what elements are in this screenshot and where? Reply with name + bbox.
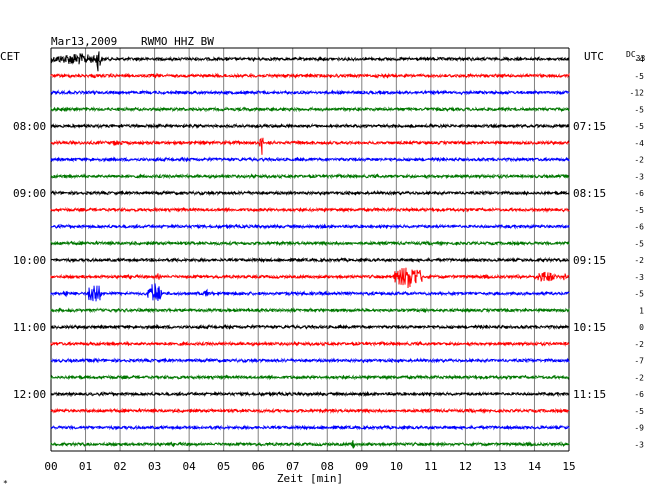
trace-3 xyxy=(50,106,570,113)
dc-value: 1 xyxy=(639,306,644,315)
dc-value: -3 xyxy=(634,440,644,449)
dc-value: -5 xyxy=(634,72,644,81)
right-hour-labels: 07:15 08:15 09:15 10:15 11:15 xyxy=(573,120,606,401)
x-tick-label: 14 xyxy=(528,460,542,473)
dc-value: -5 xyxy=(634,239,644,248)
x-tick-label: 09 xyxy=(355,460,368,473)
left-hour-label: 11:00 xyxy=(13,321,46,334)
dc-value: -5 xyxy=(634,105,644,114)
dc-value: -3 xyxy=(634,172,644,181)
trace-0 xyxy=(50,51,570,72)
trace-13 xyxy=(50,267,570,289)
dc-value: -4 xyxy=(634,139,644,148)
right-hour-label: 11:15 xyxy=(573,388,606,401)
x-tick-label: 11 xyxy=(424,460,437,473)
header-date: Mar13,2009 xyxy=(51,35,117,48)
trace-16 xyxy=(50,323,570,331)
x-tick-label: 08 xyxy=(321,460,334,473)
dc-value: -5 xyxy=(634,122,644,131)
trace-7 xyxy=(50,173,570,180)
right-hour-label: 09:15 xyxy=(573,254,606,267)
dc-value: -3 xyxy=(634,273,644,282)
dc-value: 0 xyxy=(639,323,644,332)
trace-4 xyxy=(50,122,570,130)
dc-value: -6 xyxy=(634,223,644,232)
x-tick-label: 01 xyxy=(79,460,92,473)
right-hour-label: 07:15 xyxy=(573,120,606,133)
right-hour-label: 08:15 xyxy=(573,187,606,200)
right-axis-label: UTC xyxy=(584,50,604,63)
corner-mark: * xyxy=(3,479,8,488)
left-axis-label: CET xyxy=(0,50,20,63)
dc-value: -2 xyxy=(634,156,644,165)
dc-value: -6 xyxy=(634,390,644,399)
dc-value: -2 xyxy=(634,340,644,349)
trace-5 xyxy=(50,137,570,155)
trace-23 xyxy=(50,440,570,450)
dc-value: -4 xyxy=(634,55,644,64)
x-tick-label: 02 xyxy=(113,460,126,473)
dc-value: -5 xyxy=(634,407,644,416)
trace-9 xyxy=(50,206,570,213)
left-hour-label: 08:00 xyxy=(13,120,46,133)
trace-18 xyxy=(50,357,570,364)
dc-label: DC33 xyxy=(626,50,645,63)
x-tick-label: 12 xyxy=(459,460,472,473)
dc-value: -6 xyxy=(634,189,644,198)
x-tick-label: 03 xyxy=(148,460,161,473)
grid-lines xyxy=(50,47,570,452)
dc-value: -5 xyxy=(634,206,644,215)
trace-1 xyxy=(50,72,570,79)
trace-6 xyxy=(50,156,570,163)
dc-value: -2 xyxy=(634,373,644,382)
dc-value: -12 xyxy=(630,89,645,98)
trace-8 xyxy=(50,189,570,197)
dc-values: -4 -5 -12 -5 -5 -4 -2 -3 -6 -5 -6 -5 -2 -3 -5 1 0 -2 -7 -2 -… xyxy=(630,55,645,449)
trace-11 xyxy=(50,240,570,247)
dc-value: -7 xyxy=(634,357,644,366)
right-hour-label: 10:15 xyxy=(573,321,606,334)
trace-17 xyxy=(50,340,570,347)
x-tick-label: 05 xyxy=(217,460,230,473)
x-tick-label: 13 xyxy=(493,460,506,473)
dc-value: -9 xyxy=(634,424,644,433)
trace-21 xyxy=(50,407,570,414)
trace-19 xyxy=(50,374,570,381)
trace-15 xyxy=(50,307,570,314)
x-axis-ticks: 00 01 02 03 04 05 06 07 08 09 10 11 12 13 14 15 xyxy=(44,460,575,473)
header-station: RWMO HHZ BW xyxy=(141,35,214,48)
dc-value: -2 xyxy=(634,256,644,265)
x-tick-label: 00 xyxy=(44,460,57,473)
trace-20 xyxy=(50,390,570,398)
trace-12 xyxy=(50,256,570,264)
x-tick-label: 15 xyxy=(562,460,575,473)
x-tick-label: 06 xyxy=(252,460,265,473)
trace-group xyxy=(50,51,570,450)
left-hour-label: 12:00 xyxy=(13,388,46,401)
trace-10 xyxy=(50,223,570,230)
x-tick-label: 07 xyxy=(286,460,299,473)
dc-value: -5 xyxy=(634,290,644,299)
left-hour-label: 09:00 xyxy=(13,187,46,200)
left-hour-label: 10:00 xyxy=(13,254,46,267)
x-axis-label: Zeit [min] xyxy=(277,472,343,485)
dc-label-main: DC xyxy=(626,50,636,59)
trace-14 xyxy=(50,283,570,302)
left-hour-labels: 08:00 09:00 10:00 11:00 12:00 xyxy=(13,120,46,401)
dc-label-sub: 33 xyxy=(636,54,646,63)
trace-22 xyxy=(50,424,570,431)
trace-2 xyxy=(50,89,570,96)
x-tick-label: 04 xyxy=(183,460,197,473)
x-tick-label: 10 xyxy=(390,460,403,473)
